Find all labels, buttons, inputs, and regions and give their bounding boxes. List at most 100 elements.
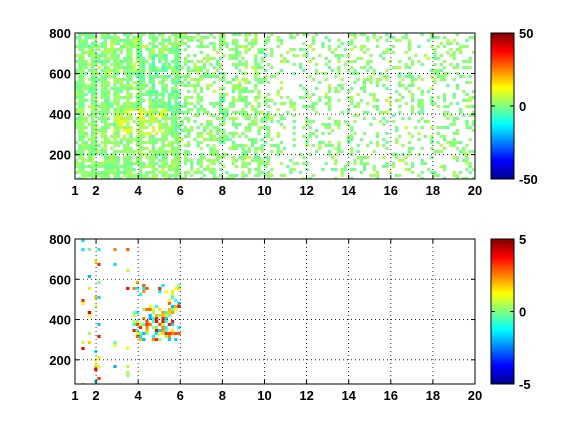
- heatmap-cell: [116, 174, 120, 177]
- heatmap-cell: [251, 123, 255, 126]
- heatmap-cell: [164, 111, 168, 114]
- heatmap-cell: [103, 141, 107, 144]
- heatmap-cell: [241, 177, 245, 179]
- heatmap-cell: [139, 39, 143, 42]
- heatmap-cell: [78, 120, 82, 123]
- heatmap-cell: [331, 168, 335, 171]
- heatmap-cell: [107, 177, 111, 179]
- heatmap-cell: [443, 96, 447, 99]
- heatmap-cell: [164, 153, 168, 156]
- heatmap-cell: [135, 108, 139, 111]
- heatmap-cell: [411, 60, 415, 63]
- heatmap-cell: [187, 81, 191, 84]
- heatmap-cell: [350, 99, 354, 102]
- heatmap-cell: [139, 96, 143, 99]
- heatmap-cell: [94, 78, 98, 81]
- heatmap-cell: [81, 69, 85, 72]
- heatmap-cell: [206, 54, 210, 57]
- heatmap-cell: [78, 111, 82, 114]
- heatmap-cell: [190, 102, 194, 105]
- heatmap-cell: [222, 141, 226, 144]
- heatmap-cell: [347, 54, 351, 57]
- heatmap-cell: [107, 159, 111, 162]
- heatmap-cell: [187, 153, 191, 156]
- heatmap-cell: [155, 105, 159, 108]
- heatmap-cell: [167, 126, 171, 129]
- heatmap-cell: [171, 305, 175, 308]
- heatmap-cell: [372, 174, 376, 177]
- heatmap-cell: [123, 102, 127, 105]
- heatmap-cell: [462, 99, 466, 102]
- heatmap-cell: [215, 150, 219, 153]
- heatmap-cell: [119, 165, 123, 168]
- heatmap-cell: [222, 33, 226, 36]
- heatmap-cell: [164, 329, 168, 332]
- heatmap-cell: [132, 69, 136, 72]
- heatmap-cell: [337, 84, 341, 87]
- heatmap-cell: [91, 87, 95, 90]
- heatmap-cell: [276, 90, 280, 93]
- heatmap-cell: [327, 117, 331, 120]
- heatmap-cell: [187, 135, 191, 138]
- heatmap-cell: [244, 48, 248, 51]
- heatmap-cell: [94, 51, 98, 54]
- heatmap-cell: [276, 39, 280, 42]
- heatmap-cell: [276, 108, 280, 111]
- heatmap-cell: [241, 108, 245, 111]
- heatmap-cell: [167, 335, 171, 338]
- heatmap-cell: [206, 159, 210, 162]
- heatmap-cell: [167, 177, 171, 179]
- heatmap-cell: [81, 102, 85, 105]
- heatmap-cell: [148, 48, 152, 51]
- heatmap-cell: [145, 126, 149, 129]
- heatmap-cell: [244, 45, 248, 48]
- heatmap-cell: [103, 66, 107, 69]
- heatmap-cell: [126, 87, 130, 90]
- heatmap-cell: [449, 54, 453, 57]
- heatmap-cell: [183, 111, 187, 114]
- heatmap-cell: [254, 123, 258, 126]
- heatmap-cell: [404, 102, 408, 105]
- heatmap-cell: [78, 90, 82, 93]
- heatmap-cell: [401, 96, 405, 99]
- heatmap-cell: [97, 263, 101, 266]
- heatmap-cell: [177, 287, 181, 290]
- heatmap-cell: [372, 72, 376, 75]
- heatmap-cell: [254, 66, 258, 69]
- heatmap-cell: [135, 39, 139, 42]
- heatmap-cell: [119, 45, 123, 48]
- heatmap-cell: [398, 93, 402, 96]
- heatmap-cell: [164, 84, 168, 87]
- heatmap-cell: [315, 102, 319, 105]
- heatmap-cell: [273, 144, 277, 147]
- heatmap-cell: [135, 81, 139, 84]
- heatmap-cell: [161, 96, 165, 99]
- heatmap-cell: [135, 135, 139, 138]
- heatmap-cell: [209, 135, 213, 138]
- heatmap-cell: [126, 39, 130, 42]
- heatmap-cell: [81, 57, 85, 60]
- heatmap-cell: [84, 132, 88, 135]
- heatmap-cell: [423, 135, 427, 138]
- heatmap-cell: [161, 329, 165, 332]
- heatmap-cell: [340, 171, 344, 174]
- heatmap-cell: [231, 177, 235, 179]
- heatmap-cell: [158, 126, 162, 129]
- heatmap-cell: [87, 156, 91, 159]
- heatmap-cell: [465, 60, 469, 63]
- heatmap-cell: [327, 108, 331, 111]
- heatmap-cell: [443, 168, 447, 171]
- heatmap-cell: [148, 138, 152, 141]
- heatmap-cell: [161, 138, 165, 141]
- heatmap-cell: [452, 78, 456, 81]
- heatmap-cell: [177, 132, 181, 135]
- heatmap-cell: [465, 168, 469, 171]
- heatmap-cell: [430, 135, 434, 138]
- heatmap-cell: [388, 60, 392, 63]
- heatmap-cell: [276, 132, 280, 135]
- heatmap-cell: [347, 69, 351, 72]
- heatmap-cell: [305, 54, 309, 57]
- heatmap-cell: [139, 153, 143, 156]
- heatmap-cell: [443, 72, 447, 75]
- heatmap-cell: [158, 105, 162, 108]
